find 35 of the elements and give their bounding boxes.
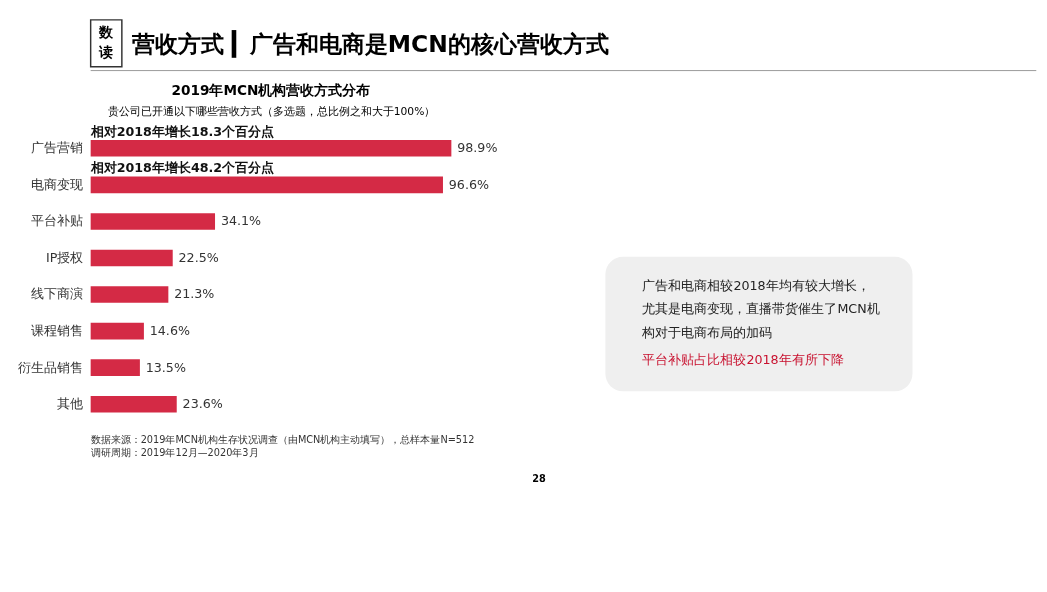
bar xyxy=(90,395,177,413)
bar xyxy=(90,176,443,194)
y-tick-label: 平台补贴 xyxy=(31,213,84,229)
text: 广告和电商相较2018年均有较大增长，尤其是电商变现，直播带货催生了MCN机构对于电商布局的加码 xyxy=(641,277,880,340)
text: 28 xyxy=(532,472,547,484)
y-tick-label: 广告营销 xyxy=(31,140,84,156)
text: 平台补贴占比相较2018年有所下降 xyxy=(642,352,844,367)
data-label: 96.6% xyxy=(448,176,490,192)
data-label: 13.5% xyxy=(145,359,186,375)
y-tick-label: 衍生品销售 xyxy=(18,359,84,375)
annotation: 相对2018年增长48.2个百分点 xyxy=(89,160,275,176)
chart-subtitle: 2019年MCN机构营收方式分布 xyxy=(171,81,371,98)
text: 数读 xyxy=(98,24,115,60)
y-tick-label: 其他 xyxy=(57,396,84,412)
bar xyxy=(90,322,144,340)
data-label: 22.5% xyxy=(178,249,219,265)
data-label: 34.1% xyxy=(220,213,262,229)
data-label: 21.3% xyxy=(174,286,215,302)
y-tick-label: IP授权 xyxy=(45,249,84,265)
bar xyxy=(90,213,216,230)
y-tick-label: 电商变现 xyxy=(31,176,84,192)
y-tick-label: 课程销售 xyxy=(31,322,84,338)
annotation: 相对2018年增长18.3个百分点 xyxy=(89,123,275,139)
data-label: 98.9% xyxy=(457,140,498,156)
bar xyxy=(90,249,173,267)
bar xyxy=(90,359,140,376)
text: 调研周期：2019年12月—2020年3月 xyxy=(90,446,259,458)
bar xyxy=(90,140,452,157)
data-label: 14.6% xyxy=(149,322,190,338)
chart-title: 营收方式 ▎广告和电商是MCN的核心营收方式 xyxy=(130,30,609,59)
source-note: 数据来源：2019年MCN机构生存状况调查（由MCN机构主动填写），总样本量N=512 xyxy=(90,433,475,445)
data-label: 23.6% xyxy=(182,396,223,412)
bar xyxy=(90,286,169,303)
x-axis-title: 贵公司已开通以下哪些营收方式（多选题，总比例之和大于100%） xyxy=(107,104,436,118)
y-tick-label: 线下商演 xyxy=(31,286,84,302)
